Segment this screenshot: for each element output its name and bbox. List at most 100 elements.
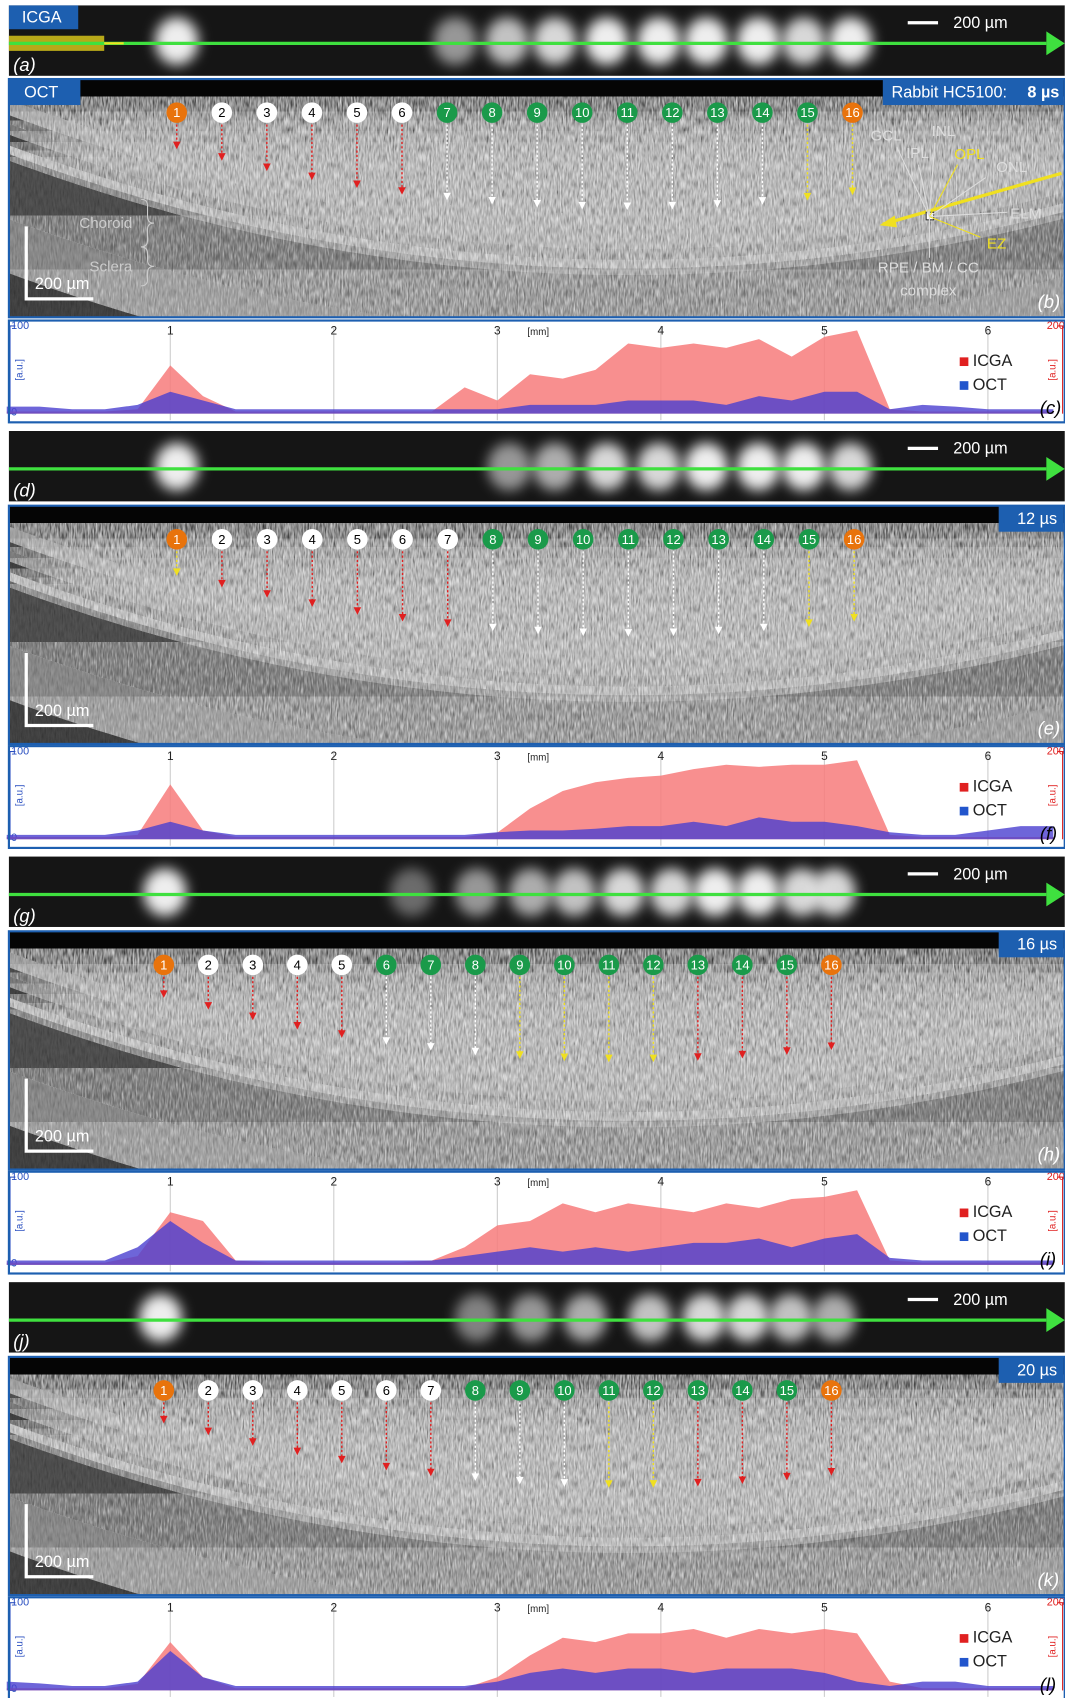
x-tick-label: 6	[985, 324, 992, 338]
icga-blob	[637, 17, 680, 65]
icga-blob	[585, 443, 628, 491]
marker-label: 7	[427, 1383, 434, 1398]
x-tick-label: 1	[167, 1175, 174, 1189]
y-axis-label: [a.u.]	[14, 784, 25, 806]
marker-label: 1	[160, 1383, 167, 1398]
icga-blob	[637, 443, 680, 491]
y-axis-label: [a.u.]	[14, 1210, 25, 1232]
x-axis-label: [mm]	[527, 327, 549, 338]
icga-blob	[509, 1294, 552, 1342]
marker-label: 5	[354, 532, 361, 547]
icga-blob	[682, 1294, 725, 1342]
legend-swatch	[960, 1232, 969, 1241]
x-tick-label: 3	[494, 1175, 501, 1189]
marker-label: 16	[824, 1383, 838, 1398]
icga-blob	[726, 1294, 769, 1342]
marker-label: 13	[691, 957, 705, 972]
x-tick-label: 2	[330, 1175, 337, 1189]
scale-label: 200 µm	[953, 14, 1007, 32]
marker-label: 16	[824, 957, 838, 972]
scale-label: 200 µm	[35, 1127, 89, 1145]
icga-blob	[782, 17, 825, 65]
layer-label: ONL	[996, 159, 1027, 176]
marker-label: 4	[308, 105, 315, 120]
x-tick-label: 2	[330, 749, 337, 763]
y-axis-label: [a.u.]	[14, 1635, 25, 1657]
panel-letter: (e)	[1038, 718, 1060, 739]
panel-letter: (c)	[1040, 397, 1061, 418]
legend-swatch	[960, 381, 969, 390]
icga-blob	[155, 17, 198, 65]
marker-label: 2	[218, 105, 225, 120]
marker-label: 10	[576, 532, 590, 547]
icga-blob	[685, 443, 728, 491]
icga-blob	[390, 868, 433, 916]
layer-label: INL	[932, 123, 956, 140]
icga-blob	[509, 868, 552, 916]
icga-blob	[563, 1294, 606, 1342]
marker-label: 5	[353, 105, 360, 120]
marker-label: 9	[516, 957, 523, 972]
marker-label: 10	[557, 1383, 571, 1398]
icga-blob	[737, 443, 780, 491]
icga-blob	[488, 443, 531, 491]
x-tick-label: 6	[985, 749, 992, 763]
panel-letter: (d)	[13, 479, 35, 500]
layer-label: RPE / BM / CC	[878, 260, 979, 277]
marker-label: 3	[249, 1383, 256, 1398]
y2-axis-label: [a.u.]	[1047, 1635, 1058, 1657]
x-tick-label: 5	[821, 324, 828, 338]
x-tick-label: 3	[494, 324, 501, 338]
tag-label: ICGA	[22, 9, 62, 27]
icga-blob	[143, 868, 186, 916]
icga-blob	[533, 443, 576, 491]
legend-label: OCT	[973, 1227, 1007, 1245]
marker-label: 3	[263, 532, 270, 547]
marker-label: 15	[780, 957, 794, 972]
scale-label: 200 µm	[35, 702, 89, 720]
legend-label: OCT	[973, 376, 1007, 394]
marker-label: 12	[666, 532, 680, 547]
y2-axis-label: [a.u.]	[1047, 359, 1058, 381]
marker-label: 1	[173, 532, 180, 547]
marker-label: 9	[534, 532, 541, 547]
exposure-label: 8 µs	[1027, 83, 1059, 101]
icga-blob	[601, 868, 644, 916]
y-axis-label: [a.u.]	[14, 359, 25, 381]
x-tick-label: 5	[821, 1175, 828, 1189]
panel-letter: (i)	[1040, 1248, 1056, 1269]
marker-label: 3	[263, 105, 270, 120]
legend-label: OCT	[973, 1653, 1007, 1671]
panel-letter: (k)	[1038, 1569, 1059, 1590]
marker-label: 14	[757, 532, 771, 547]
panel-letter: (h)	[1038, 1143, 1060, 1164]
marker-label: 15	[802, 532, 816, 547]
layer-label: ELM	[1010, 205, 1041, 222]
marker-label: 9	[516, 1383, 523, 1398]
x-tick-label: 3	[494, 1600, 501, 1614]
icga-blob	[812, 1294, 855, 1342]
marker-label: 14	[735, 1383, 749, 1398]
device-label: Rabbit HC5100:	[891, 83, 1007, 101]
icga-blob	[139, 1294, 182, 1342]
panel-letter: (b)	[1038, 291, 1060, 312]
layer-label: Sclera	[89, 258, 133, 275]
marker-label: 1	[173, 105, 180, 120]
icga-blob	[155, 443, 198, 491]
marker-label: 8	[488, 105, 495, 120]
icga-blob	[455, 1294, 498, 1342]
x-tick-label: 6	[985, 1175, 992, 1189]
x-tick-label: 1	[167, 1600, 174, 1614]
x-tick-label: 1	[167, 324, 174, 338]
scale-label: 200 µm	[35, 1553, 89, 1571]
marker-label: 16	[845, 105, 859, 120]
x-tick-label: 5	[821, 1600, 828, 1614]
marker-label: 13	[691, 1383, 705, 1398]
exposure-label: 20 µs	[1017, 1361, 1057, 1379]
legend-swatch	[960, 807, 969, 816]
x-tick-label: 4	[658, 1600, 665, 1614]
x-tick-label: 1	[167, 749, 174, 763]
x-tick-label: 4	[658, 324, 665, 338]
marker-label: 8	[489, 532, 496, 547]
legend-swatch	[960, 357, 969, 366]
